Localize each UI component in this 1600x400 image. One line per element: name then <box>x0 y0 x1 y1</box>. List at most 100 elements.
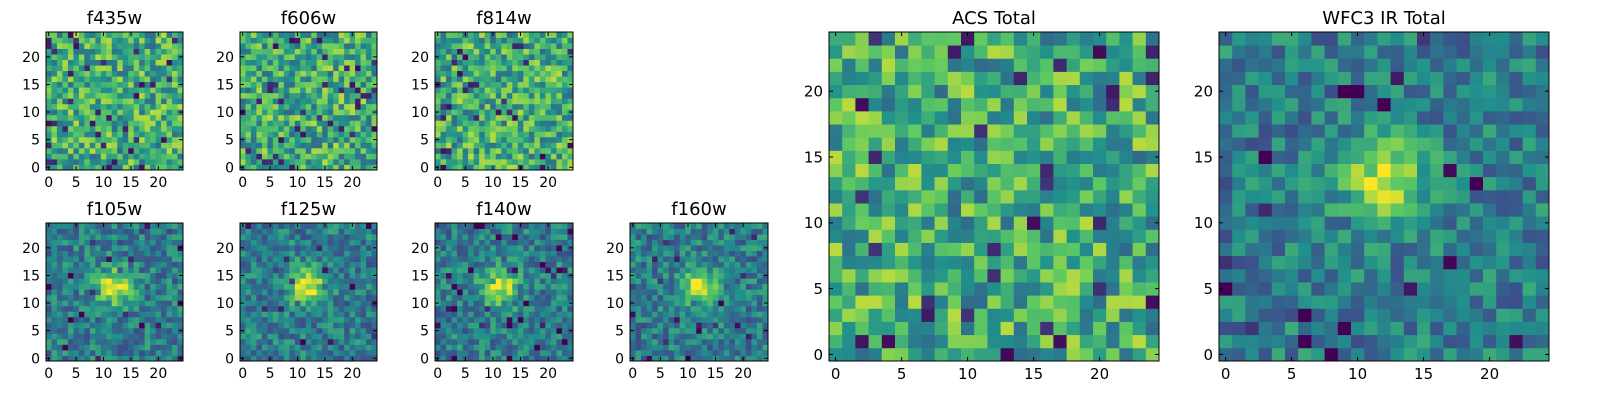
heatmap-cell <box>506 70 513 77</box>
x-tick-label: 5 <box>461 366 470 382</box>
heatmap-cell <box>161 278 167 285</box>
heatmap-cell <box>294 289 301 296</box>
heatmap-cell <box>256 239 263 246</box>
heatmap-cell <box>360 338 367 345</box>
heatmap-cell <box>305 344 312 351</box>
heatmap-cell <box>51 322 58 329</box>
heatmap-cell <box>344 338 350 345</box>
heatmap-cell <box>751 250 758 257</box>
heatmap-cell <box>690 234 697 240</box>
heatmap-cell <box>908 334 922 349</box>
heatmap-cell <box>144 283 151 290</box>
heatmap-cell <box>468 245 475 251</box>
heatmap-cell <box>300 316 307 323</box>
heatmap-cell <box>495 355 502 362</box>
heatmap-cell <box>729 261 736 268</box>
heatmap-cell <box>366 142 372 149</box>
heatmap-cell <box>895 308 909 322</box>
heatmap-cell <box>921 189 935 204</box>
heatmap-cell <box>561 153 568 160</box>
heatmap-cell <box>718 344 725 351</box>
heatmap-cell <box>300 300 307 307</box>
heatmap-cell <box>723 294 730 301</box>
heatmap-cell <box>245 272 252 279</box>
heatmap-cell <box>561 70 568 77</box>
heatmap-cell <box>663 250 670 257</box>
heatmap-cell <box>550 65 557 72</box>
heatmap-cell <box>712 278 719 285</box>
heatmap-cell <box>250 37 257 44</box>
heatmap-cell <box>729 344 736 351</box>
heatmap-cell <box>1013 282 1028 296</box>
heatmap-cell <box>479 125 486 132</box>
heatmap-cell <box>934 334 949 349</box>
heatmap-cell <box>78 59 85 66</box>
heatmap-cell <box>89 294 96 301</box>
heatmap-cell <box>338 32 345 38</box>
heatmap-cell <box>707 223 714 229</box>
heatmap-cell <box>144 305 151 312</box>
heatmap-cell <box>333 228 340 235</box>
heatmap-cell <box>177 131 184 138</box>
y-tick-label: 5 <box>31 324 40 340</box>
heatmap-cell <box>446 98 452 105</box>
heatmap-cell <box>89 92 96 99</box>
heatmap-cell <box>333 256 340 263</box>
heatmap-cell <box>534 250 541 257</box>
heatmap-cell <box>283 70 290 77</box>
heatmap-cell <box>78 228 85 235</box>
heatmap-cell <box>95 289 102 296</box>
heatmap-cell <box>512 344 519 351</box>
heatmap-cell <box>528 98 535 105</box>
heatmap-cell <box>155 316 162 323</box>
heatmap-cell <box>240 120 246 127</box>
heatmap-cell <box>539 136 546 143</box>
heatmap-cell <box>668 311 675 318</box>
heatmap-cell <box>283 338 290 345</box>
heatmap-cell <box>305 311 312 318</box>
heatmap-cell <box>272 158 279 165</box>
heatmap-cell <box>294 142 301 149</box>
heatmap-cell <box>300 142 307 149</box>
heatmap-cell <box>366 344 372 351</box>
heatmap-cell <box>506 98 513 105</box>
heatmap-cell <box>457 344 463 351</box>
x-tick-label: 0 <box>433 175 442 191</box>
heatmap-cell <box>305 136 312 143</box>
heatmap-cell <box>278 142 285 149</box>
heatmap-cell <box>756 327 763 334</box>
heatmap-cell <box>745 333 752 340</box>
heatmap-cell <box>106 164 113 171</box>
heatmap-cell <box>501 338 508 345</box>
heatmap-cell <box>934 282 949 296</box>
heatmap-cell <box>122 103 129 110</box>
heatmap-cell <box>468 333 475 340</box>
heatmap-cell <box>355 223 361 229</box>
heatmap-cell <box>161 289 167 296</box>
heatmap-cell <box>440 333 447 340</box>
heatmap-cell <box>895 282 909 296</box>
heatmap-cell <box>122 294 129 301</box>
heatmap-cell <box>690 228 697 235</box>
heatmap-cell <box>240 250 246 257</box>
heatmap-cell <box>344 322 350 329</box>
heatmap-cell <box>371 316 378 323</box>
heatmap-cell <box>718 267 725 274</box>
heatmap-cell <box>166 261 173 268</box>
heatmap-cell <box>95 272 102 279</box>
heatmap-cell <box>371 37 378 44</box>
heatmap-cell <box>457 125 463 132</box>
heatmap-cell <box>1119 216 1133 230</box>
heatmap-cell <box>539 316 546 323</box>
heatmap-cell <box>868 268 883 283</box>
heatmap-cell <box>289 164 296 171</box>
heatmap-cell <box>718 245 725 251</box>
heatmap-cell <box>641 305 647 312</box>
heatmap-cell <box>245 136 252 143</box>
heatmap-cell <box>881 295 896 309</box>
heatmap-cell <box>517 109 524 116</box>
heatmap-cell <box>829 282 843 296</box>
heatmap-cell <box>51 32 58 38</box>
heatmap-cell <box>473 283 480 290</box>
heatmap-cell <box>663 223 670 229</box>
